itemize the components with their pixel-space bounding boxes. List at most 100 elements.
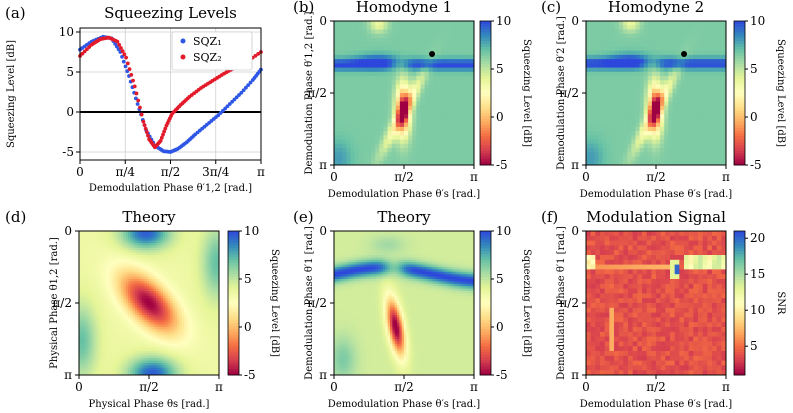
heatmap-cell: [90, 267, 94, 270]
heatmap-cell: [118, 281, 122, 285]
heatmap-cell: [149, 283, 152, 287]
heatmap-cell: [97, 252, 101, 256]
heatmap-cell: [445, 29, 450, 35]
heatmap-cell: [713, 25, 719, 30]
heatmap-cell: [88, 267, 92, 270]
heatmap-cell: [137, 259, 141, 263]
heatmap-cell: [137, 267, 141, 270]
heatmap-cell: [214, 250, 218, 254]
heatmap-cell: [191, 286, 194, 290]
heatmap-cell: [195, 300, 199, 304]
colorbar-segment: [480, 104, 491, 108]
heatmap-cell: [177, 247, 180, 251]
heatmap-cell: [404, 84, 409, 90]
heatmap-cell: [354, 46, 360, 52]
heatmap-cell: [709, 118, 715, 124]
heatmap-cell: [177, 240, 180, 244]
heatmap-cell: [688, 143, 694, 149]
heatmap-cell: [668, 160, 673, 166]
heatmap-cell: [338, 76, 343, 81]
heatmap-cell: [165, 300, 169, 304]
heatmap-cell: [191, 276, 194, 280]
heatmap-cell: [198, 271, 201, 275]
heatmap-cell: [88, 288, 92, 292]
heatmap-cell: [721, 59, 727, 64]
heatmap-cell: [160, 271, 164, 275]
heatmap-cell: [453, 118, 458, 124]
heatmap-cell: [408, 50, 413, 56]
heatmap-cell: [457, 67, 463, 73]
heatmap-cell: [395, 46, 401, 52]
heatmap-cell: [590, 101, 595, 107]
heatmap-cell: [469, 152, 475, 157]
heatmap-cell: [432, 54, 438, 60]
heatmap-cell: [664, 29, 669, 35]
heatmap-cell: [408, 67, 413, 73]
heatmap-cell: [174, 271, 178, 275]
heatmap-cell: [647, 21, 653, 26]
heatmap-cell: [172, 276, 176, 280]
heatmap-cell: [680, 67, 686, 73]
heatmap-cell: [207, 247, 211, 251]
heatmap-cell: [104, 317, 108, 321]
heatmap-cell: [79, 250, 82, 254]
heatmap-cell: [160, 259, 164, 263]
heatmap-cell: [128, 264, 131, 268]
heatmap-cell: [172, 312, 176, 316]
heatmap-cell: [139, 293, 143, 297]
heatmap-cell: [153, 288, 157, 292]
heatmap-cell: [158, 255, 162, 258]
heatmap-cell: [701, 29, 706, 35]
x-tick-label: π: [470, 170, 478, 184]
heatmap-cell: [81, 303, 85, 306]
heatmap-cell: [95, 252, 99, 256]
heatmap-cell: [116, 319, 120, 323]
heatmap-cell: [420, 46, 426, 52]
heatmap-cell: [676, 46, 682, 52]
heatmap-cell: [116, 255, 120, 258]
heatmap-cell: [424, 93, 430, 98]
heatmap-cell: [693, 131, 698, 136]
heatmap-cell: [186, 262, 190, 266]
heatmap-cell: [86, 257, 89, 261]
heatmap-cell: [179, 312, 183, 316]
colorbar-segment: [480, 32, 491, 36]
heatmap-cell: [465, 33, 471, 39]
heatmap-cell: [179, 240, 183, 244]
heatmap-cell: [660, 33, 665, 39]
heatmap-cell: [90, 247, 94, 251]
heatmap-cell: [375, 76, 380, 81]
heatmap-cell: [137, 310, 141, 314]
heatmap-cell: [205, 231, 208, 234]
heatmap-cell: [111, 298, 115, 302]
heatmap-cell: [144, 238, 148, 242]
heatmap-cell: [350, 101, 356, 107]
heatmap-cell: [627, 29, 632, 35]
heatmap-cell: [146, 259, 150, 263]
heatmap-cell: [179, 310, 183, 314]
data-point-2: [138, 105, 142, 110]
heatmap-cell: [334, 156, 339, 162]
heatmap-cell: [167, 269, 171, 273]
heatmap-cell: [163, 276, 166, 280]
heatmap-cell: [428, 67, 434, 73]
heatmap-cell: [205, 300, 208, 304]
heatmap-cell: [717, 29, 723, 35]
heatmap-cell: [395, 84, 401, 90]
heatmap-cell: [135, 271, 138, 275]
heatmap-cell: [212, 245, 215, 249]
heatmap-cell: [408, 93, 413, 98]
heatmap-cell: [441, 126, 446, 132]
heatmap-cell: [149, 295, 152, 299]
heatmap-cell: [156, 245, 159, 249]
heatmap-cell: [174, 250, 178, 254]
heatmap-cell: [151, 259, 155, 263]
heatmap-cell: [342, 29, 347, 35]
heatmap-cell: [118, 233, 122, 237]
heatmap-cell: [191, 235, 194, 239]
heatmap-cell: [469, 25, 475, 30]
heatmap-cell: [123, 312, 127, 316]
colorbar-segment: [480, 52, 491, 56]
heatmap-cell: [153, 319, 157, 323]
heatmap-cell: [354, 156, 360, 162]
